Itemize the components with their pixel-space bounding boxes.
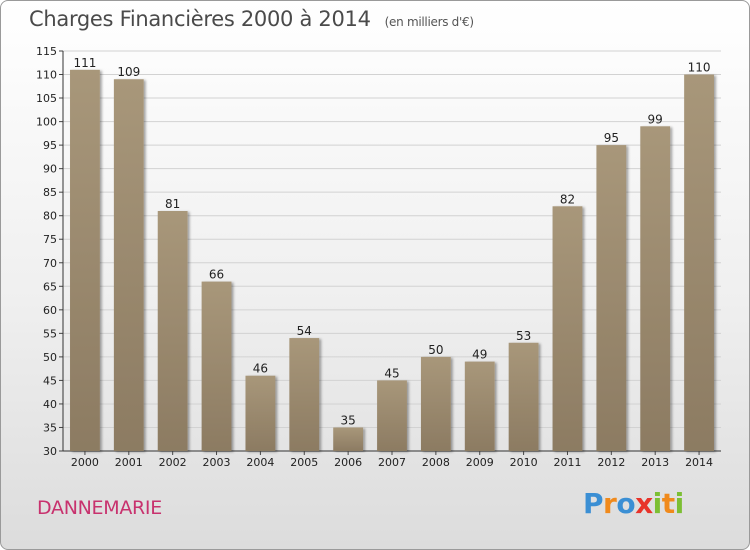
x-tick-label-2005: 2005 [290, 456, 318, 469]
bar-2009 [464, 361, 495, 451]
y-tick-label: 110 [36, 69, 57, 82]
x-tick-label-2001: 2001 [115, 456, 143, 469]
bar-2010 [508, 342, 539, 451]
y-tick-label: 40 [43, 398, 57, 411]
chart-title-text: Charges Financières 2000 à 2014 [29, 7, 371, 31]
location-name: DANNEMARIE [37, 497, 162, 519]
x-tick-label-2002: 2002 [159, 456, 187, 469]
x-tick-label-2000: 2000 [71, 456, 99, 469]
x-tick-label-2013: 2013 [641, 456, 669, 469]
value-label-2000: 111 [73, 56, 96, 70]
chart-title: Charges Financières 2000 à 2014 (en milli… [29, 7, 474, 31]
unit-note: (en milliers d'€) [384, 15, 474, 29]
x-tick-label-2014: 2014 [685, 456, 713, 469]
value-label-2009: 49 [472, 348, 487, 362]
bar-2014 [684, 74, 714, 451]
value-label-2003: 66 [209, 268, 224, 282]
value-label-2013: 99 [648, 112, 663, 126]
value-label-2008: 50 [428, 343, 443, 357]
bar-2003 [201, 281, 232, 451]
proxiti-logo: Proxiti [583, 487, 684, 520]
bar-2008 [420, 356, 451, 451]
y-tick-label: 50 [43, 351, 57, 364]
bar-2002 [157, 211, 188, 451]
bar-2012 [596, 145, 627, 451]
x-tick-label-2007: 2007 [378, 456, 406, 469]
y-tick-label: 85 [43, 186, 57, 199]
y-tick-label: 100 [36, 116, 57, 129]
y-tick-label: 55 [43, 327, 57, 340]
y-tick-label: 35 [43, 421, 57, 434]
y-tick-label: 75 [43, 233, 57, 246]
x-tick-label-2008: 2008 [422, 456, 450, 469]
bar-2013 [640, 126, 671, 451]
x-tick-label-2004: 2004 [246, 456, 274, 469]
x-tick-label-2006: 2006 [334, 456, 362, 469]
y-tick-label: 105 [36, 92, 57, 105]
bar-2004 [245, 375, 276, 451]
bar-2011 [552, 206, 583, 451]
x-tick-label-2009: 2009 [466, 456, 494, 469]
value-label-2005: 54 [297, 324, 312, 338]
y-tick-label: 115 [36, 45, 57, 58]
y-tick-label: 70 [43, 257, 57, 270]
value-label-2006: 35 [340, 413, 355, 427]
bar-2000 [70, 69, 100, 451]
y-tick-label: 90 [43, 163, 57, 176]
y-tick-label: 80 [43, 210, 57, 223]
y-tick-label: 65 [43, 280, 57, 293]
bar-2005 [289, 338, 320, 451]
bar-2007 [377, 380, 407, 451]
value-label-2012: 95 [604, 131, 619, 145]
y-tick-label: 95 [43, 139, 57, 152]
bar-2001 [113, 79, 144, 451]
value-label-2007: 45 [384, 366, 399, 380]
value-label-2002: 81 [165, 197, 180, 211]
value-label-2010: 53 [516, 329, 531, 343]
value-label-2011: 82 [560, 192, 575, 206]
x-tick-label-2010: 2010 [510, 456, 538, 469]
value-label-2014: 110 [688, 61, 711, 75]
y-tick-label: 30 [43, 445, 57, 458]
x-tick-label-2003: 2003 [203, 456, 231, 469]
value-label-2001: 109 [117, 65, 140, 79]
x-tick-label-2011: 2011 [553, 456, 581, 469]
value-label-2004: 46 [253, 362, 268, 376]
y-tick-label: 60 [43, 304, 57, 317]
x-tick-label-2012: 2012 [597, 456, 625, 469]
y-tick-label: 45 [43, 374, 57, 387]
bar-2006 [333, 427, 364, 451]
